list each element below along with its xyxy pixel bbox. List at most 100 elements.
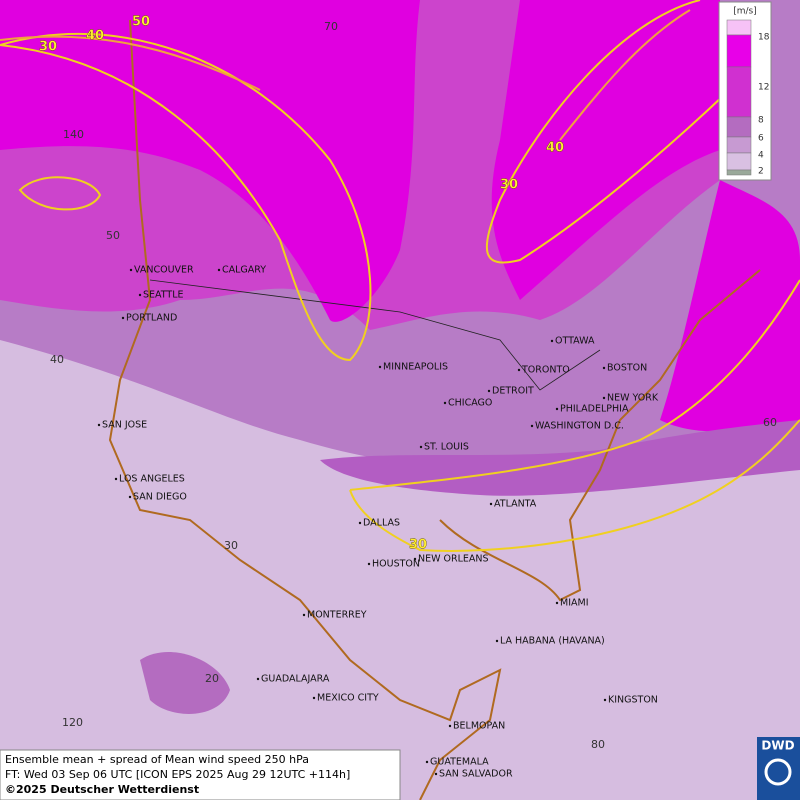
city-label: MIAMI <box>560 598 589 609</box>
legend-swatch <box>726 66 752 118</box>
city-dot <box>358 521 362 525</box>
legend-tick: 4 <box>758 151 764 161</box>
legend-tick: 18 <box>758 33 770 43</box>
city-dot <box>555 407 559 411</box>
footer <box>0 749 401 801</box>
city-label: OTTAWA <box>555 336 595 347</box>
city-dot <box>434 772 438 776</box>
contour <box>349 279 800 552</box>
legend-swatch <box>726 152 752 171</box>
coastline <box>108 19 502 801</box>
city-label: GUATEMALA <box>430 757 489 768</box>
city-dot <box>114 477 118 481</box>
city-label: BELMOPAN <box>453 721 505 732</box>
city-dot <box>97 423 101 427</box>
city-label: GUADALAJARA <box>261 674 330 685</box>
city-label: NEW ORLEANS <box>418 554 489 565</box>
city-label: SAN DIEGO <box>133 492 187 503</box>
city-dot <box>121 316 125 320</box>
contour-label: 40 <box>546 141 564 156</box>
grid-label: 80 <box>591 738 605 751</box>
city-label: LOS ANGELES <box>119 474 185 485</box>
legend-swatch <box>726 136 752 154</box>
legend-swatch <box>726 169 752 176</box>
city-label: WASHINGTON D.C. <box>535 421 624 432</box>
city-dot <box>367 562 371 566</box>
contour <box>486 0 761 264</box>
contour <box>0 9 691 141</box>
city-dot <box>603 698 607 702</box>
city-dot <box>550 339 554 343</box>
city-dot <box>555 601 559 605</box>
city-label: MONTERREY <box>307 610 367 621</box>
contour-label: 30 <box>39 40 57 55</box>
jet-core <box>660 180 800 432</box>
city-dot <box>129 268 133 272</box>
grid-label: 70 <box>324 20 338 33</box>
city-label: TORONTO <box>521 365 570 376</box>
city-dot <box>378 365 382 369</box>
city-label: VANCOUVER <box>134 265 194 276</box>
legend-swatch <box>726 116 752 138</box>
city-dot <box>489 502 493 506</box>
contour-label: 50 <box>132 15 150 30</box>
grid-label: 50 <box>106 229 120 242</box>
coastline <box>439 269 761 602</box>
city-dot <box>302 613 306 617</box>
grid-label: 20 <box>205 672 219 685</box>
city-label: ATLANTA <box>494 499 537 510</box>
legend-tick: 6 <box>758 134 764 144</box>
city-label: KINGSTON <box>608 695 658 706</box>
contour-label: 30 <box>500 178 518 193</box>
legend-unit: [m/s] <box>733 7 757 17</box>
city-dot <box>530 424 534 428</box>
city-dot <box>425 760 429 764</box>
contour <box>0 32 372 362</box>
city-label: DALLAS <box>363 518 400 529</box>
grid-label: 140 <box>63 128 84 141</box>
city-dot <box>217 268 221 272</box>
city-label: CALGARY <box>222 265 266 276</box>
footer-line: FT: Wed 03 Sep 06 UTC [ICON EPS 2025 Aug… <box>5 768 350 781</box>
logo-icon <box>764 758 792 786</box>
jet-core <box>491 0 720 300</box>
city-dot <box>443 401 447 405</box>
city-dot <box>602 366 606 370</box>
city-dot <box>495 639 499 643</box>
city-dot <box>413 557 417 561</box>
legend-tick: 12 <box>758 83 769 93</box>
city-dot <box>419 445 423 449</box>
city-label: NEW YORK <box>607 393 659 404</box>
city-label: DETROIT <box>492 386 534 397</box>
city-label: SAN JOSE <box>102 420 147 431</box>
grid-label: 120 <box>62 716 83 729</box>
grid-label: 60 <box>763 416 777 429</box>
city-dot <box>487 389 491 393</box>
legend-tick: 2 <box>758 167 764 177</box>
grid-label: 30 <box>224 539 238 552</box>
field-medium <box>140 651 230 714</box>
city-label: HOUSTON <box>372 559 420 570</box>
legend-swatch <box>726 34 752 68</box>
city-label: BOSTON <box>607 363 647 374</box>
contour-label: 30 <box>409 538 427 553</box>
contour <box>18 176 102 211</box>
city-dot <box>602 396 606 400</box>
legend-swatch <box>726 19 752 36</box>
city-label: PHILADELPHIA <box>560 404 629 415</box>
city-label: PORTLAND <box>126 313 177 324</box>
footer-line: ©2025 Deutscher Wetterdienst <box>5 783 199 796</box>
contour-label: 40 <box>86 29 104 44</box>
border <box>149 279 601 391</box>
city-label: ST. LOUIS <box>424 442 469 453</box>
city-dot <box>448 724 452 728</box>
city-dot <box>256 677 260 681</box>
grid-label: 40 <box>50 353 64 366</box>
city-dot <box>517 368 521 372</box>
logo-text: DWD <box>761 739 794 753</box>
city-dot <box>312 696 316 700</box>
legend-tick: 8 <box>758 116 764 126</box>
city-dot <box>138 293 142 297</box>
city-label: SAN SALVADOR <box>439 769 513 780</box>
